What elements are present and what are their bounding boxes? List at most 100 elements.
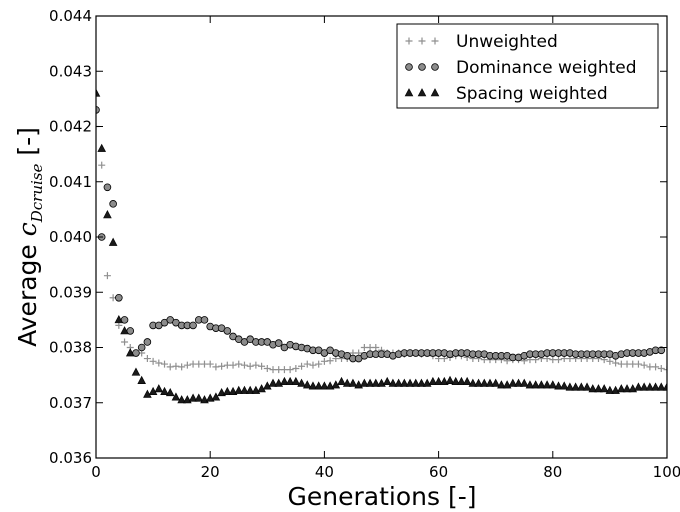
- data-point: [263, 364, 271, 372]
- data-point: [652, 363, 660, 371]
- legend-label: Unweighted: [456, 32, 558, 52]
- data-point: [149, 357, 157, 365]
- data-point: [594, 384, 603, 393]
- data-point: [645, 382, 655, 391]
- data-point: [171, 392, 181, 401]
- data-point: [599, 384, 609, 393]
- y-tick-label: 0.044: [49, 7, 92, 25]
- data-point: [103, 272, 111, 280]
- data-point: [314, 381, 323, 390]
- legend-marker: [430, 88, 440, 97]
- data-point: [268, 378, 278, 387]
- data-point: [161, 360, 169, 368]
- data-point: [252, 361, 260, 369]
- data-point: [617, 384, 626, 393]
- data-point: [606, 357, 614, 365]
- data-point: [342, 378, 352, 387]
- data-point: [508, 378, 518, 387]
- data-point: [200, 316, 209, 324]
- data-point: [298, 362, 306, 370]
- data-point: [468, 378, 478, 387]
- y-tick-label: 0.039: [49, 283, 92, 301]
- data-point: [577, 382, 586, 391]
- y-axis-title-suffix: [-]: [13, 127, 42, 163]
- data-point: [485, 378, 495, 387]
- data-point: [417, 378, 426, 387]
- data-point: [121, 338, 129, 346]
- data-point: [223, 386, 232, 395]
- data-point: [491, 378, 500, 387]
- data-point: [657, 364, 665, 372]
- data-point: [246, 362, 254, 370]
- data-point: [137, 343, 146, 352]
- data-point: [565, 382, 575, 391]
- legend-marker: [417, 88, 427, 97]
- series-triangle: [96, 88, 667, 404]
- y-tick-label: 0.042: [49, 118, 92, 136]
- data-point: [657, 346, 666, 355]
- series-circle: [96, 106, 666, 363]
- data-point: [514, 378, 523, 387]
- x-tick-label: 100: [653, 463, 680, 481]
- legend-marker: [405, 63, 413, 71]
- data-point: [218, 362, 226, 370]
- legend-items: Unweighted Dominance weighted Spacing weig…: [404, 32, 637, 104]
- data-point: [292, 364, 300, 372]
- data-point: [96, 106, 100, 114]
- y-tick-label: 0.041: [49, 173, 92, 191]
- data-point: [205, 393, 215, 402]
- data-point: [445, 375, 455, 384]
- legend-marker: [405, 37, 413, 45]
- data-point: [234, 385, 244, 394]
- data-point: [651, 382, 660, 391]
- legend-marker: [431, 37, 439, 45]
- data-point: [462, 376, 472, 386]
- legend-box: [396, 23, 659, 109]
- data-point: [263, 381, 272, 390]
- data-point: [537, 380, 546, 389]
- data-point: [411, 378, 421, 387]
- data-point: [457, 376, 466, 386]
- data-point: [663, 366, 667, 374]
- data-point: [542, 380, 552, 389]
- data-point: [206, 360, 214, 368]
- data-point: [137, 375, 146, 384]
- data-point: [103, 210, 112, 219]
- y-tick-label: 0.040: [49, 228, 92, 246]
- y-tick-label: 0.036: [49, 449, 92, 467]
- data-point: [257, 384, 266, 393]
- data-point: [634, 360, 642, 368]
- data-point: [97, 143, 107, 152]
- legend: Unweighted Dominance weighted Spacing weig…: [396, 23, 659, 109]
- data-point: [365, 378, 375, 387]
- data-point: [155, 359, 163, 367]
- data-point: [291, 376, 301, 386]
- data-point: [235, 360, 243, 368]
- data-point: [217, 387, 226, 397]
- data-point: [440, 376, 449, 386]
- data-point: [326, 357, 334, 365]
- data-point: [519, 378, 529, 387]
- data-point: [308, 381, 318, 390]
- data-point: [571, 382, 580, 391]
- data-point: [639, 382, 649, 391]
- data-point: [371, 378, 381, 387]
- data-point: [400, 378, 409, 387]
- data-point: [428, 376, 438, 386]
- data-point: [388, 378, 398, 387]
- data-point: [177, 395, 186, 404]
- x-tick-label: 40: [315, 463, 334, 481]
- data-point: [160, 386, 169, 395]
- data-point: [285, 376, 295, 386]
- data-point: [302, 380, 312, 389]
- data-point: [131, 367, 141, 376]
- data-point: [297, 378, 306, 387]
- data-point: [280, 376, 289, 386]
- y-tick-label: 0.043: [49, 62, 92, 80]
- data-point: [559, 381, 569, 390]
- data-point: [189, 321, 197, 330]
- data-point: [640, 361, 648, 369]
- data-point: [337, 376, 346, 386]
- y-axis-title-subscript: Dcruise: [28, 163, 46, 223]
